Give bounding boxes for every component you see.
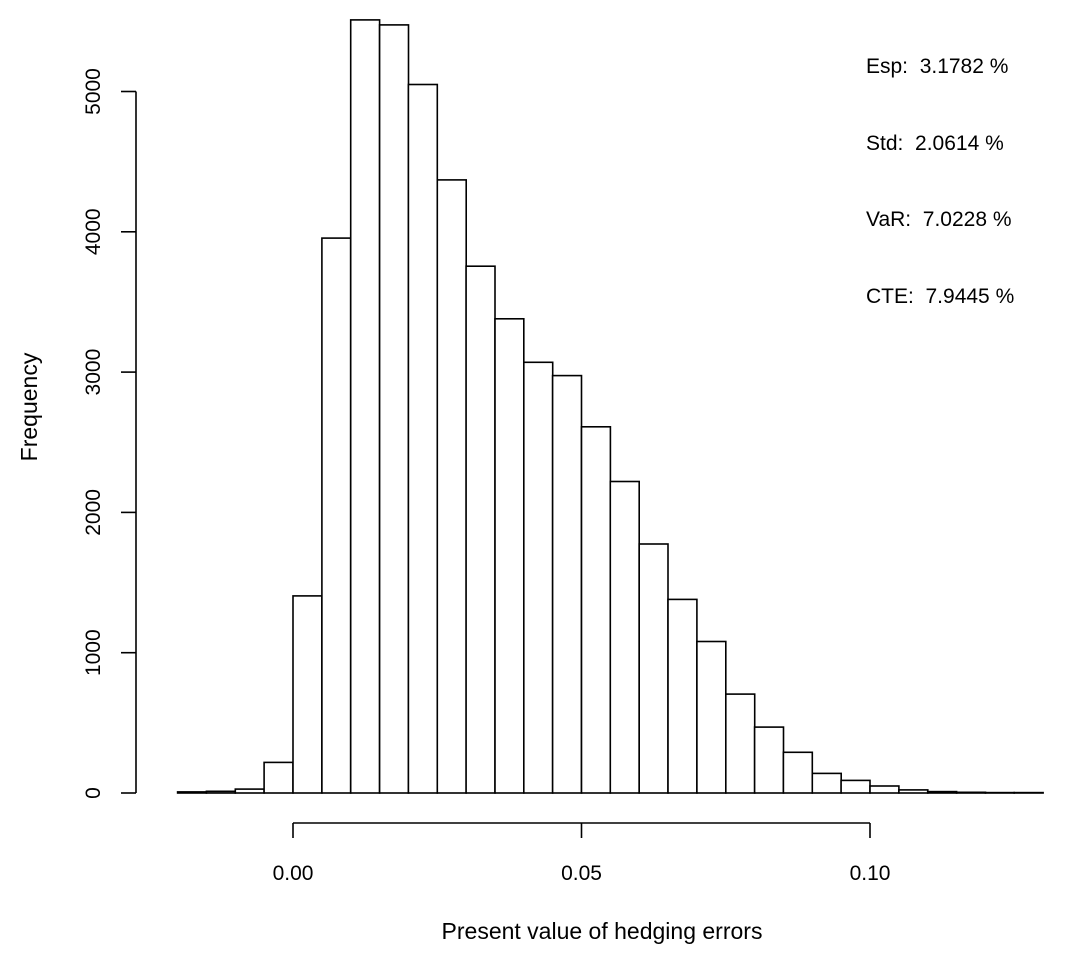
histogram-bar bbox=[869, 785, 900, 794]
y-tick-label: 0 bbox=[82, 787, 105, 799]
stat-std: Std: 2.0614 % bbox=[866, 131, 1004, 155]
histogram-bars bbox=[176, 19, 1044, 794]
y-tick-label: 4000 bbox=[82, 208, 105, 255]
histogram-bar bbox=[263, 761, 294, 794]
y-tick-label: 1000 bbox=[82, 629, 105, 676]
y-axis-label: Frequency bbox=[16, 352, 42, 461]
histogram-bar bbox=[494, 317, 525, 794]
x-tick-label: 0.10 bbox=[850, 862, 891, 885]
histogram-bar bbox=[696, 640, 727, 794]
y-tick-label: 2000 bbox=[82, 489, 105, 536]
histogram-bar bbox=[349, 19, 381, 794]
histogram-bar bbox=[926, 790, 958, 794]
stats-annotation: Esp: 3.1782 % Std: 2.0614 % VaR: 7.0228 … bbox=[866, 3, 1014, 335]
histogram-bar bbox=[638, 543, 669, 794]
histogram-bar bbox=[667, 598, 698, 794]
histogram-bar bbox=[465, 265, 496, 794]
histogram-bar bbox=[840, 779, 871, 794]
histogram-bar bbox=[898, 789, 929, 794]
y-axis: 0 1000 2000 3000 4000 5000 bbox=[82, 68, 137, 799]
histogram-bar bbox=[811, 772, 842, 794]
histogram-bar bbox=[176, 791, 208, 794]
y-tick-label: 5000 bbox=[82, 68, 105, 115]
stat-esp: Esp: 3.1782 % bbox=[866, 55, 1009, 78]
histogram-bar bbox=[407, 83, 439, 794]
histogram-bar bbox=[955, 791, 987, 794]
stat-cte: CTE: 7.9445 % bbox=[866, 284, 1015, 308]
stat-var: VaR: 7.0228 % bbox=[866, 208, 1012, 231]
histogram-bar bbox=[753, 726, 785, 794]
histogram-bar bbox=[378, 24, 410, 794]
histogram-bar bbox=[234, 788, 265, 794]
y-tick-label: 3000 bbox=[82, 349, 105, 396]
x-axis-label: Present value of hedging errors bbox=[442, 918, 763, 944]
histogram-bar bbox=[321, 237, 352, 794]
histogram-bar bbox=[724, 693, 756, 794]
x-axis: 0.00 0.05 0.10 bbox=[273, 822, 891, 885]
x-tick-label: 0.05 bbox=[561, 862, 602, 885]
histogram-bar bbox=[551, 374, 583, 794]
x-tick-label: 0.00 bbox=[273, 862, 314, 885]
histogram-bar bbox=[522, 361, 554, 794]
histogram-bar bbox=[436, 179, 467, 794]
histogram-bar bbox=[609, 480, 640, 794]
histogram-bar bbox=[782, 751, 814, 794]
histogram-bar bbox=[205, 790, 237, 794]
histogram-bar bbox=[292, 595, 323, 794]
histogram-bar bbox=[580, 425, 612, 794]
